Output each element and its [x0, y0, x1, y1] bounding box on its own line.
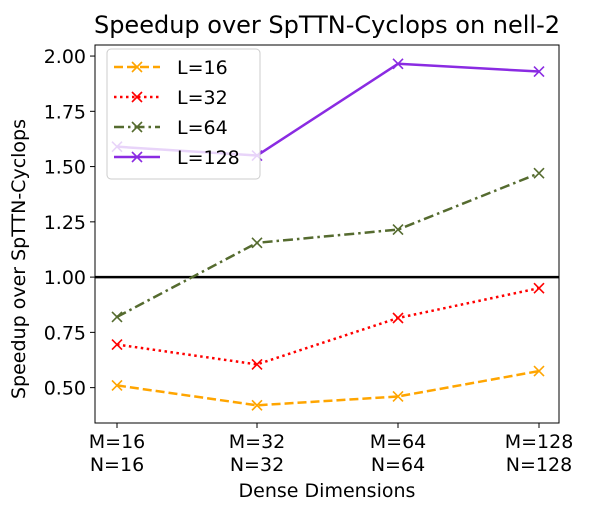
x-tick-label: M=16 — [89, 431, 146, 453]
x-tick-label: N=64 — [371, 454, 425, 476]
data-point-l-16-2 — [392, 390, 404, 403]
data-point-l-32-1 — [251, 358, 263, 370]
legend-box — [106, 48, 261, 180]
legend-label-l-128: L=128 — [177, 147, 240, 169]
x-axis-label: Dense Dimensions — [239, 480, 416, 502]
data-point-l-128-3 — [533, 65, 545, 78]
y-tick-label: 1.00 — [44, 267, 86, 289]
legend-label-l-32: L=32 — [177, 87, 228, 109]
legend-marker-l-32 — [131, 91, 143, 103]
legend-marker-l-128 — [131, 151, 143, 163]
y-tick-label: 0.50 — [44, 378, 86, 400]
y-tick-label: 1.25 — [44, 212, 86, 234]
y-tick-label: 0.75 — [44, 322, 86, 344]
x-tick-label: M=64 — [370, 431, 427, 453]
y-tick-label: 1.75 — [44, 101, 86, 123]
series-line-l-16 — [116, 369, 540, 407]
legend-label-l-64: L=64 — [177, 117, 228, 139]
x-tick-label: N=128 — [506, 454, 572, 476]
data-point-l-16-3 — [533, 365, 545, 377]
data-point-l-32-3 — [533, 282, 545, 294]
x-tick-label: N=32 — [230, 454, 284, 476]
data-point-l-32-2 — [392, 312, 404, 324]
data-point-l-64-3 — [533, 167, 545, 179]
x-tick-label: N=16 — [90, 454, 144, 476]
plot-frame — [94, 44, 560, 424]
series-line-l-32 — [116, 286, 540, 366]
y-tick-label: 2.00 — [44, 46, 86, 68]
plot-area: 0.50 0.75 1.00 1.25 1.50 1.75 2.00 M=16N=16 M=32… — [44, 44, 574, 476]
legend-marker-l-16 — [131, 61, 143, 73]
legend: L=16 L=32 L=64 L=128 — [106, 48, 261, 180]
legend-marker-l-64 — [131, 121, 143, 133]
data-point-l-32-0 — [111, 338, 123, 351]
data-point-l-64-1 — [251, 237, 263, 249]
y-axis-label: Speedup over SpTTN-Cyclops — [8, 119, 30, 399]
x-tick-label: M=128 — [505, 431, 574, 453]
data-point-l-128-2 — [392, 58, 404, 70]
data-point-l-16-0 — [111, 379, 123, 391]
y-tick-label: 1.50 — [44, 157, 86, 179]
x-tick-label: M=32 — [229, 431, 286, 453]
data-point-l-64-2 — [392, 224, 404, 236]
data-point-l-64-0 — [111, 311, 123, 323]
series-line-l-64 — [116, 172, 540, 318]
chart-title: Speedup over SpTTN-Cyclops on nell-2 — [94, 11, 560, 39]
legend-label-l-16: L=16 — [177, 57, 228, 79]
data-point-l-16-1 — [251, 399, 263, 411]
